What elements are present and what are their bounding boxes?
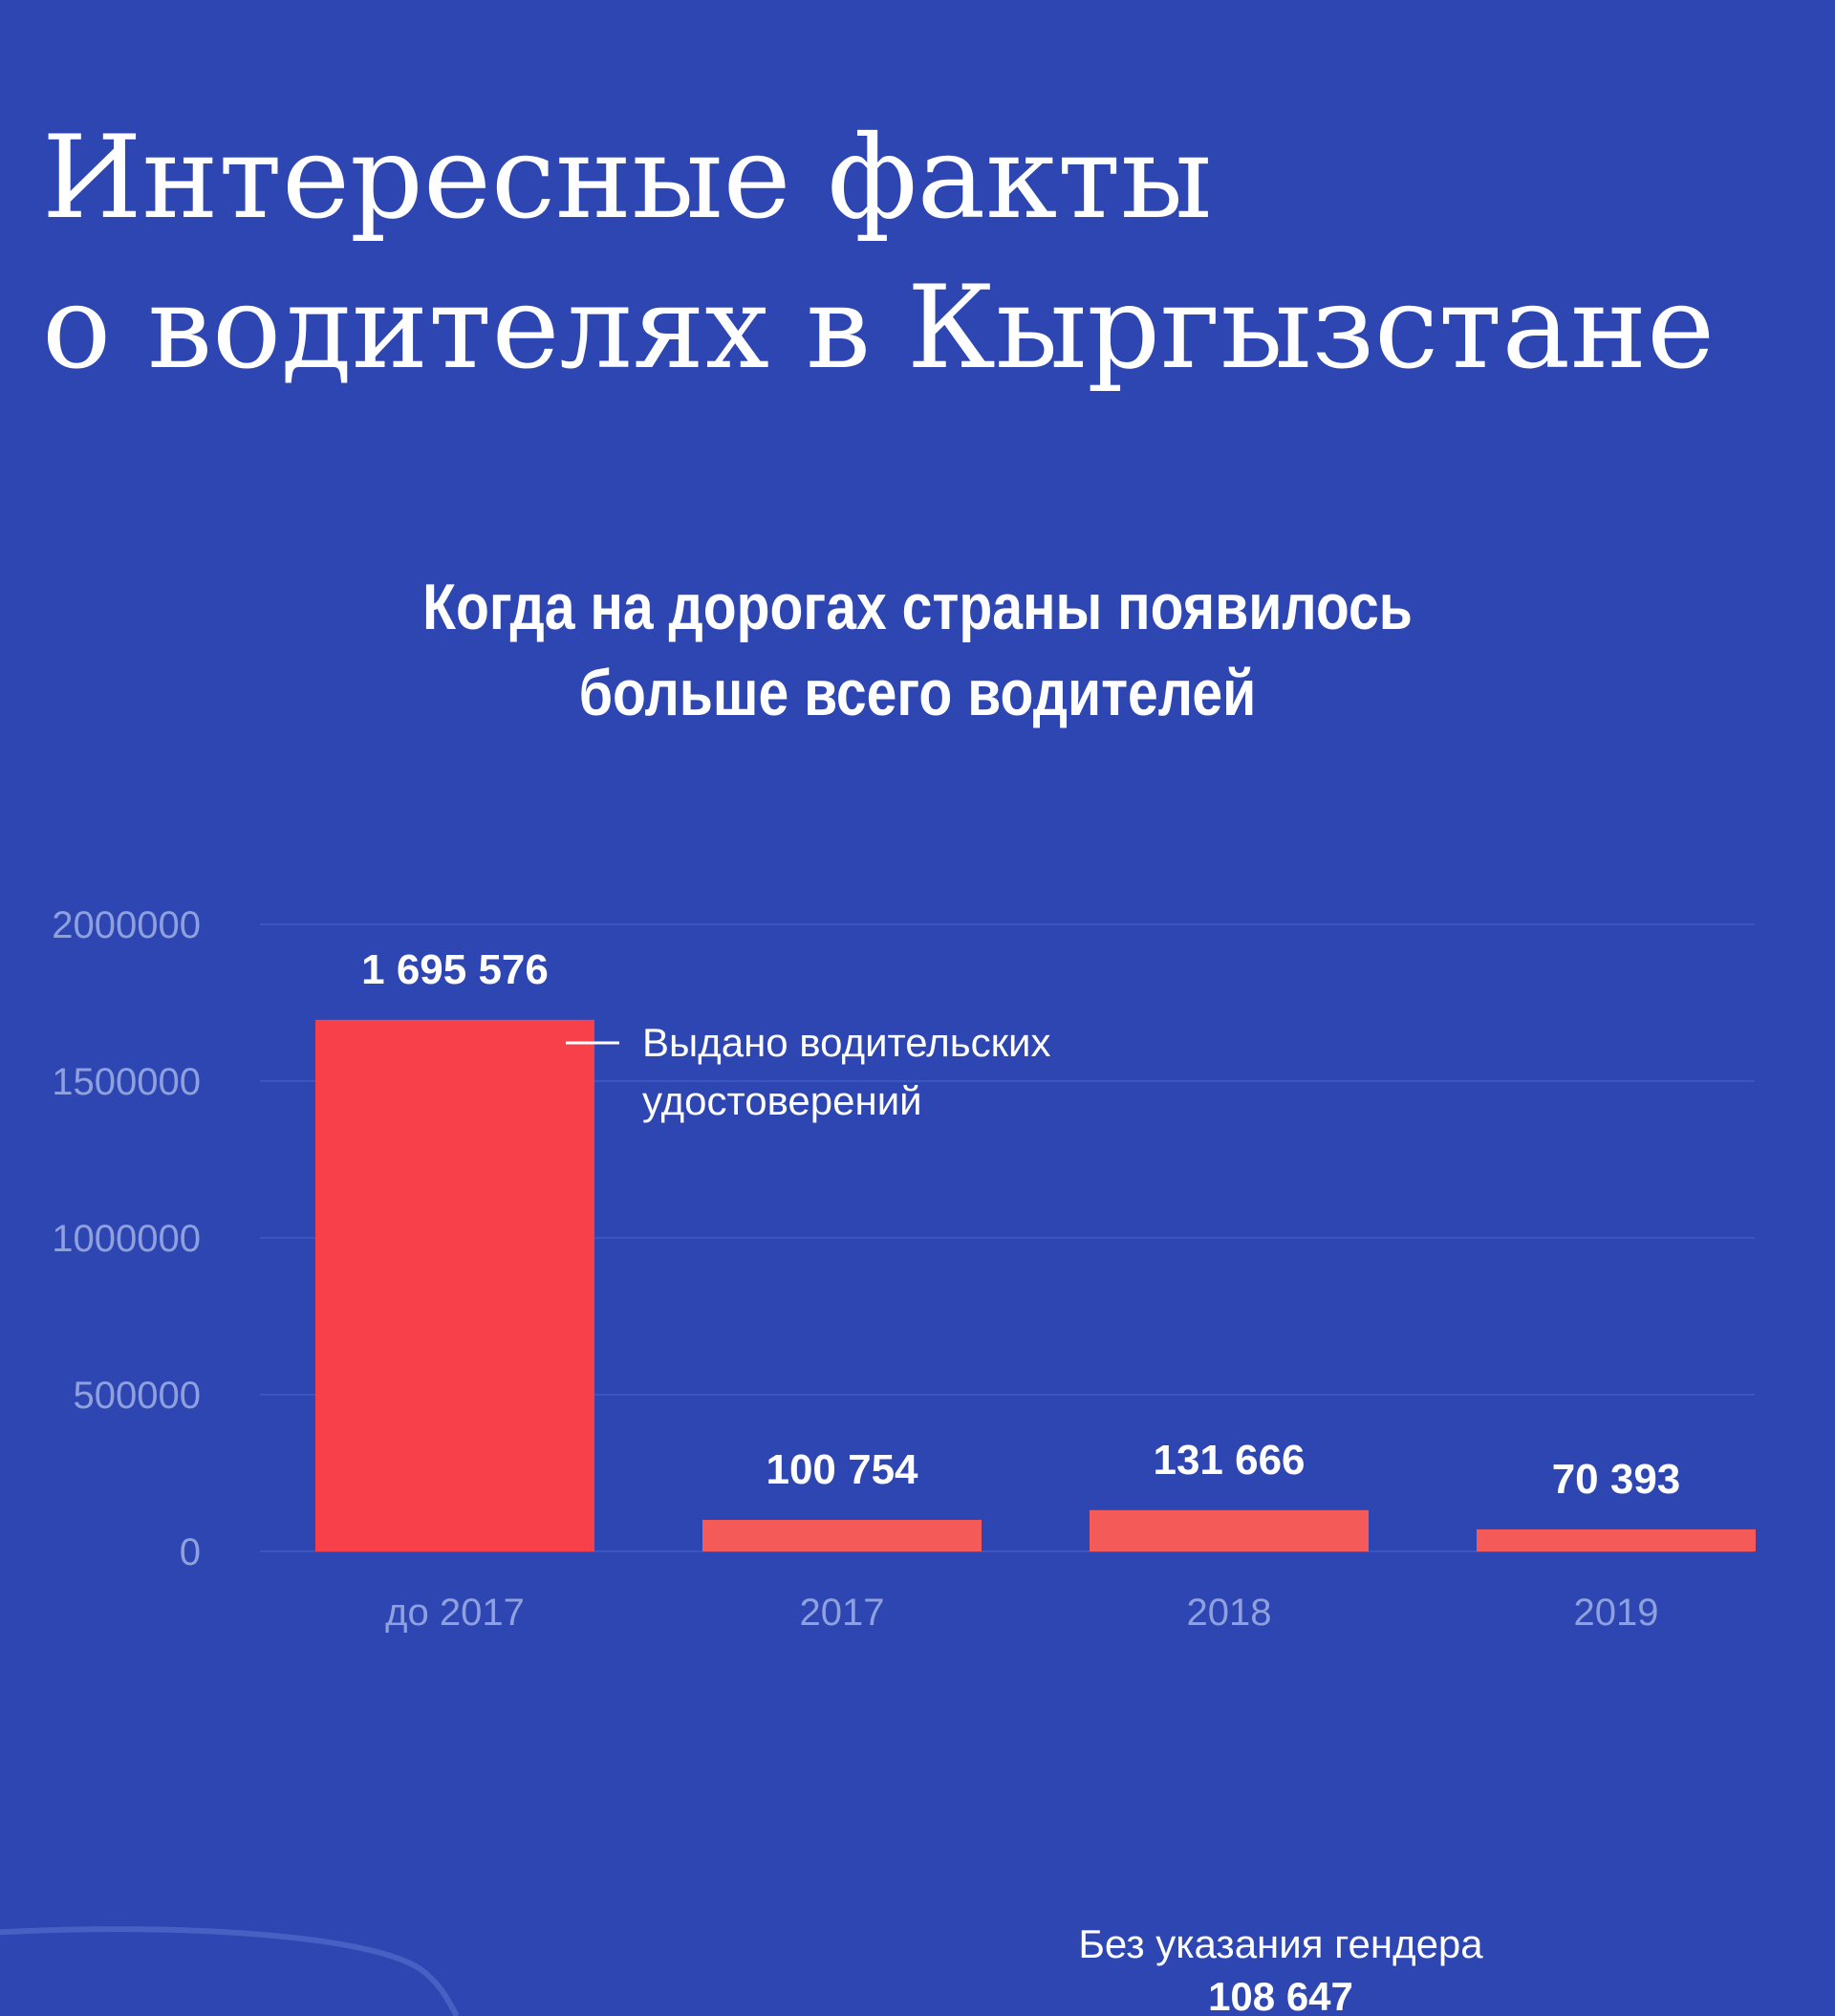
y-tick-label: 1500000 (52, 1061, 201, 1103)
y-tick-label: 1000000 (52, 1218, 201, 1260)
page-title-line-2: о водителях в Кыргызстане (42, 262, 1716, 395)
chart-title: Когда на дорогах страны появилось больше… (147, 564, 1689, 736)
value-labels: 1 695 576 100 754 131 666 70 393 (361, 946, 1680, 1503)
bar-value-label: 131 666 (1153, 1437, 1305, 1484)
y-tick-label: 2000000 (52, 904, 201, 946)
y-tick-label: 0 (180, 1531, 201, 1573)
bar-annotation-line-2: удостоверений (642, 1078, 922, 1123)
x-tick-label: 2017 (800, 1592, 885, 1634)
bar (315, 1019, 594, 1551)
page-title: Интересные факты о водителях в Кыргызста… (42, 103, 1715, 403)
bar-value-label: 1 695 576 (361, 946, 549, 993)
page-title-line-1: Интересные факты (42, 112, 1213, 245)
chart-title-line-2: больше всего водителей (578, 657, 1257, 729)
x-axis-ticks: до 2017 2017 2018 2019 (385, 1592, 1658, 1634)
bar (702, 1519, 982, 1551)
x-tick-label: до 2017 (385, 1592, 525, 1634)
gender-unspecified-value: 108 647 (1208, 1974, 1353, 2016)
bar (1090, 1509, 1369, 1551)
bar-value-label: 100 754 (766, 1446, 918, 1493)
y-axis-ticks: 0 500000 1000000 1500000 2000000 (52, 904, 201, 1573)
bar (1477, 1528, 1756, 1551)
y-tick-label: 500000 (74, 1375, 201, 1417)
x-tick-label: 2019 (1574, 1592, 1659, 1634)
bar-annotation: Выдано водительских удостоверений (642, 1013, 1051, 1130)
chart-title-line-1: Когда на дорогах страны появилось (422, 571, 1413, 643)
gender-unspecified-label: Без указания гендера (1078, 1921, 1483, 1966)
decorative-curve (0, 1926, 460, 2016)
x-tick-label: 2018 (1187, 1592, 1272, 1634)
bar-annotation-line-1: Выдано водительских (642, 1020, 1051, 1065)
bar-value-label: 70 393 (1552, 1456, 1681, 1503)
bars (315, 1019, 1756, 1551)
